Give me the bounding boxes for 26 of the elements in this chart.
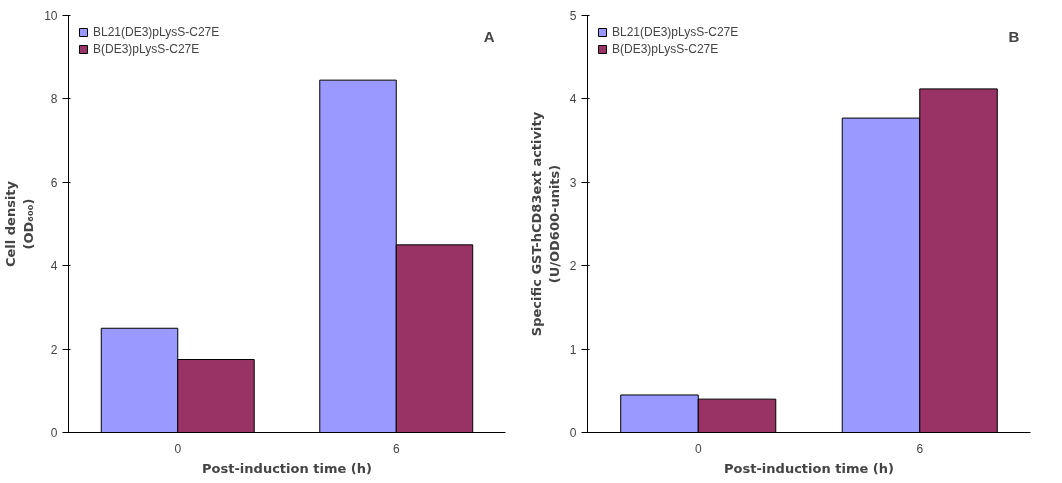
x-tick-label: 6 <box>392 441 400 456</box>
annotation: A <box>483 27 495 45</box>
legend-label: B(DE3)pLysS-C27E <box>93 42 200 56</box>
x-tick-label: 6 <box>916 441 924 456</box>
y-tick-label: 0 <box>569 426 577 440</box>
x-axis-title: Post-induction time (h) <box>724 460 894 476</box>
y-tick-label: 4 <box>50 259 58 274</box>
y-tick-label: 2 <box>569 259 577 274</box>
legend-label: BL21(DE3)pLysS-C27E <box>612 25 739 39</box>
legend-label: BL21(DE3)pLysS-C27E <box>93 25 220 39</box>
legend-label: B(DE3)pLysS-C27E <box>612 42 719 56</box>
y-tick-label: 5 <box>569 9 577 23</box>
x-tick-label: 0 <box>694 441 702 456</box>
x-axis-title: Post-induction time (h) <box>202 460 372 476</box>
y-tick-label: 1 <box>569 342 577 357</box>
y-axis-title: Cell density (OD₆₀₀) <box>3 180 37 268</box>
y-tick-label: 0 <box>50 426 58 440</box>
annotation: B <box>1008 27 1020 45</box>
y-axis-title: Specific GST-hCD83ext activity (U/OD600-units) <box>528 111 562 337</box>
y-tick-label: 8 <box>50 92 58 107</box>
x-tick-label: 0 <box>174 441 182 456</box>
y-tick-label: 2 <box>50 342 58 357</box>
y-tick-label: 3 <box>569 175 577 190</box>
y-tick-label: 10 <box>44 9 58 23</box>
y-tick-label: 4 <box>569 92 577 107</box>
y-tick-label: 6 <box>50 175 58 190</box>
